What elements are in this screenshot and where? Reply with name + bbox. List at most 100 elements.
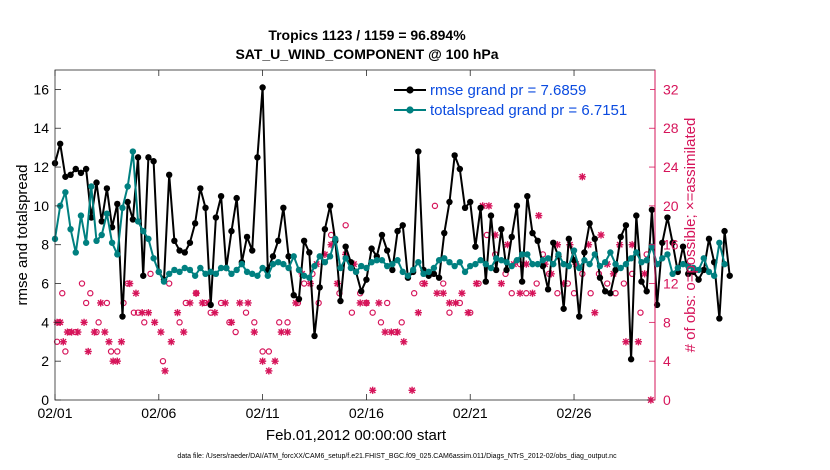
y2-tick-label: 8 [663, 314, 671, 330]
obs-assimilated-point [433, 289, 441, 297]
spread-point [612, 260, 619, 268]
spread-point [300, 272, 308, 279]
obs-possible-point [440, 280, 447, 287]
obs-assimilated-point [503, 241, 512, 249]
spread-point [503, 258, 510, 266]
spread-point [685, 262, 692, 270]
x-tick-label: 02/11 [246, 405, 280, 421]
rmse-point [446, 198, 453, 206]
spread-point [358, 262, 365, 270]
rmse-point [612, 266, 619, 274]
rmse-point [342, 243, 349, 250]
obs-assimilated-point [68, 328, 76, 336]
spread-point [679, 260, 687, 268]
spread-point [217, 264, 225, 272]
obs-assimilated-point [283, 328, 292, 336]
spread-point [586, 260, 593, 268]
obs-possible-point [265, 348, 273, 355]
rmse-point [565, 235, 573, 243]
obs-assimilated-point [132, 289, 140, 297]
rmse-point [576, 313, 583, 320]
spread-point [487, 264, 495, 272]
spread-point [659, 255, 666, 262]
rmse-point [197, 185, 204, 192]
spread-point [570, 247, 578, 254]
rmse-point [290, 291, 297, 299]
spread-point [576, 264, 583, 272]
y-tick-label: 8 [41, 237, 49, 253]
obs-assimilated-point [485, 202, 493, 210]
rmse-point [337, 297, 344, 305]
spread-point [378, 257, 386, 264]
obs-assimilated-point [59, 338, 67, 346]
rmse-point [451, 152, 458, 159]
rmse-point [441, 229, 448, 237]
spread-point [581, 257, 588, 264]
spread-point [269, 260, 277, 268]
obs-possible-point [637, 309, 644, 316]
spread-point [513, 257, 521, 264]
spread-point [238, 260, 246, 268]
spread-point [342, 255, 349, 262]
spread-point [212, 270, 220, 278]
obs-assimilated-point [597, 231, 605, 239]
obs-assimilated-point [161, 367, 169, 375]
obs-assimilated-point [641, 270, 649, 278]
chart-subtitle: SAT_U_WIND_COMPONENT @ 100 hPa [235, 46, 498, 62]
spread-point [259, 264, 266, 272]
spread-point [565, 262, 573, 270]
spread-point [560, 260, 567, 268]
rmse-point [212, 214, 220, 221]
spread-point [601, 258, 609, 266]
spread-point [114, 251, 121, 258]
y2-tick-label: 0 [663, 392, 671, 408]
rmse-point [643, 288, 650, 295]
rmse-point [669, 239, 676, 246]
spread-point [332, 235, 339, 243]
spread-point [223, 264, 230, 272]
obs-possible-point [259, 348, 266, 355]
spread-point [638, 258, 645, 266]
obs-assimilated-point [173, 309, 182, 317]
obs-assimilated-point [211, 309, 219, 317]
rmse-point [285, 253, 292, 260]
spread-point [93, 237, 100, 245]
y2-tick-label: 16 [663, 237, 679, 253]
obs-possible-point [383, 299, 391, 307]
rmse-point [145, 154, 152, 161]
rmse-point [633, 212, 640, 219]
rmse-point [482, 278, 489, 285]
rmse-point [186, 239, 194, 246]
spread-point [669, 270, 676, 278]
spread-point [477, 257, 484, 264]
rmse-point [467, 198, 474, 206]
spread-point [228, 270, 235, 278]
spread-point [430, 264, 438, 272]
obs-possible-point [446, 309, 453, 316]
spread-point [508, 262, 515, 270]
rmse-point [389, 266, 396, 274]
obs-possible-point [159, 357, 167, 365]
rmse-point [326, 202, 334, 210]
spread-point [254, 272, 261, 279]
x-tick-label: 02/06 [141, 405, 176, 421]
obs-assimilated-point [198, 299, 207, 307]
obs-assimilated-point [117, 338, 126, 346]
rmse-point [280, 204, 287, 212]
obs-assimilated-point [578, 173, 586, 181]
spread-point [274, 258, 282, 266]
rmse-point [67, 171, 74, 179]
y2-axis-label: # of obs: o=possible; ×=assimilated [682, 118, 699, 353]
rmse-point [726, 272, 733, 279]
spread-point [451, 262, 458, 270]
spread-point [492, 255, 500, 262]
legend-rmse-marker [406, 86, 414, 94]
spread-point [420, 270, 427, 278]
spread-point [103, 210, 111, 217]
obs-assimilated-point [97, 299, 105, 307]
obs-assimilated-point [113, 357, 121, 365]
obs-assimilated-point [101, 328, 109, 336]
obs-possible-point [587, 290, 594, 297]
spread-point [674, 264, 682, 272]
